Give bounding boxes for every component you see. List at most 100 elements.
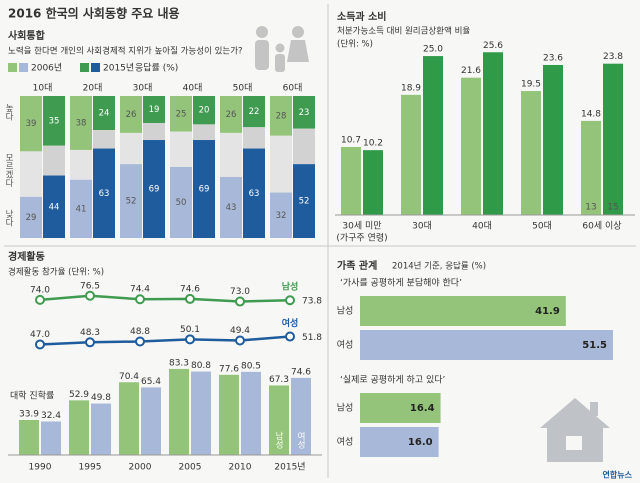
bar [581,120,601,215]
line-marker [85,290,95,301]
line-marker [185,334,195,345]
value-label: 73.8 [302,297,322,307]
y-tick-label: 여성 [337,339,354,351]
series-label: 여성 [282,317,299,329]
bar [41,421,61,455]
value-label: 76.5 [80,281,100,291]
legend-label: 2006년 [31,63,62,74]
x-tick-label: 2015년 [274,462,305,473]
x-tick-label: 60세 이상 [582,221,621,232]
line-marker [35,339,45,350]
bar [360,296,566,326]
bar-segment [270,135,292,193]
bar-segment [93,96,115,131]
x-tick-label: 30대 [412,221,432,232]
value-label: 24 [99,109,110,119]
value-label: 16.4 [410,403,435,414]
x-tick-label: 50대 [233,83,253,94]
bar [360,393,441,423]
segment-label: 낮다 [4,209,14,228]
bar-segment [170,167,192,238]
bar-segment [220,132,242,177]
value-label: 19 [149,105,160,115]
value-label: 18.9 [401,83,421,93]
segment-label: 높다 [4,104,14,122]
value-label: 10.7 [341,135,361,145]
line-marker [85,337,95,348]
annotation: 15 [607,203,618,213]
y-tick-label: 남성 [337,403,354,414]
bar-segment [20,196,42,238]
value-label: 41 [76,204,87,214]
value-label: 20 [199,106,210,116]
x-tick-label: 2010 [229,463,252,473]
bar-segment [193,96,215,125]
bar [119,382,139,455]
x-tick-label: 40대 [472,221,492,232]
value-label: 69 [199,185,210,195]
bar [269,385,289,455]
line-marker [235,335,245,346]
value-label: 52 [299,197,310,207]
legend-unit: 응답률 (%) [135,62,178,74]
chart-subtitle: 처분가능소득 대비 원리금상환액 비율 [337,26,470,37]
value-label: 69 [149,185,160,195]
credit: 연합뉴스 [603,470,633,480]
bar-segment [193,124,215,141]
value-label: 65.4 [141,377,161,387]
bar-segment [20,96,42,152]
series-label: 여성 [296,431,306,449]
value-label: 26 [126,110,137,120]
family-icon [255,26,309,72]
value-label: 52.9 [69,390,89,400]
x-tick-label: 20대 [83,83,103,94]
bar-segment [70,179,92,238]
category-note: (가구주 연령) [336,232,387,244]
y-tick-label: 여성 [337,436,354,448]
chart-title: 경제활동 [8,250,45,263]
bar-segment [293,96,315,129]
chart-subtitle: 노력을 한다면 개인의 사회경제적 지위가 높아질 가능성이 있는가? [8,46,243,57]
bar [219,374,239,455]
value-label: 25.0 [423,45,443,55]
bar-segment [170,96,192,132]
value-label: 33.9 [19,409,39,419]
bar-segment [243,148,265,238]
value-label: 63 [99,189,110,199]
segment-label: 모르겠다 [4,153,14,188]
bar-segment [120,164,142,238]
value-label: 10.2 [363,139,383,149]
bar-segment [70,96,92,150]
line-marker [235,296,245,307]
bar-segment [193,140,215,238]
x-tick-label: 30대 [133,83,153,94]
value-label: 26 [226,110,237,120]
annotation: 13 [585,203,596,213]
line-marker [135,336,145,347]
bar-segment [43,175,65,238]
line-marker [135,294,145,305]
x-tick-label: 1990 [29,463,52,473]
chart-subtitle: 2014년 기준, 응답률 (%) [392,261,486,272]
value-label: 63 [249,189,260,199]
bar-segment [293,128,315,165]
line-marker [285,295,295,306]
value-label: 83.3 [169,358,189,368]
bar [360,427,439,457]
x-tick-label: 10대 [33,83,53,94]
legend-swatch [8,63,17,72]
bar-title: 대학 진학률 [10,391,54,402]
value-label: 49.8 [91,393,111,403]
value-label: 38 [76,118,87,128]
bar [423,56,443,216]
value-label: 51.5 [582,340,607,351]
bar [603,63,623,216]
bar [191,371,211,455]
bar [543,64,563,215]
bar [19,419,39,455]
value-label: 73.0 [230,287,250,297]
value-label: 52 [126,197,137,207]
bar-segment [70,149,92,180]
line-marker [35,294,45,305]
